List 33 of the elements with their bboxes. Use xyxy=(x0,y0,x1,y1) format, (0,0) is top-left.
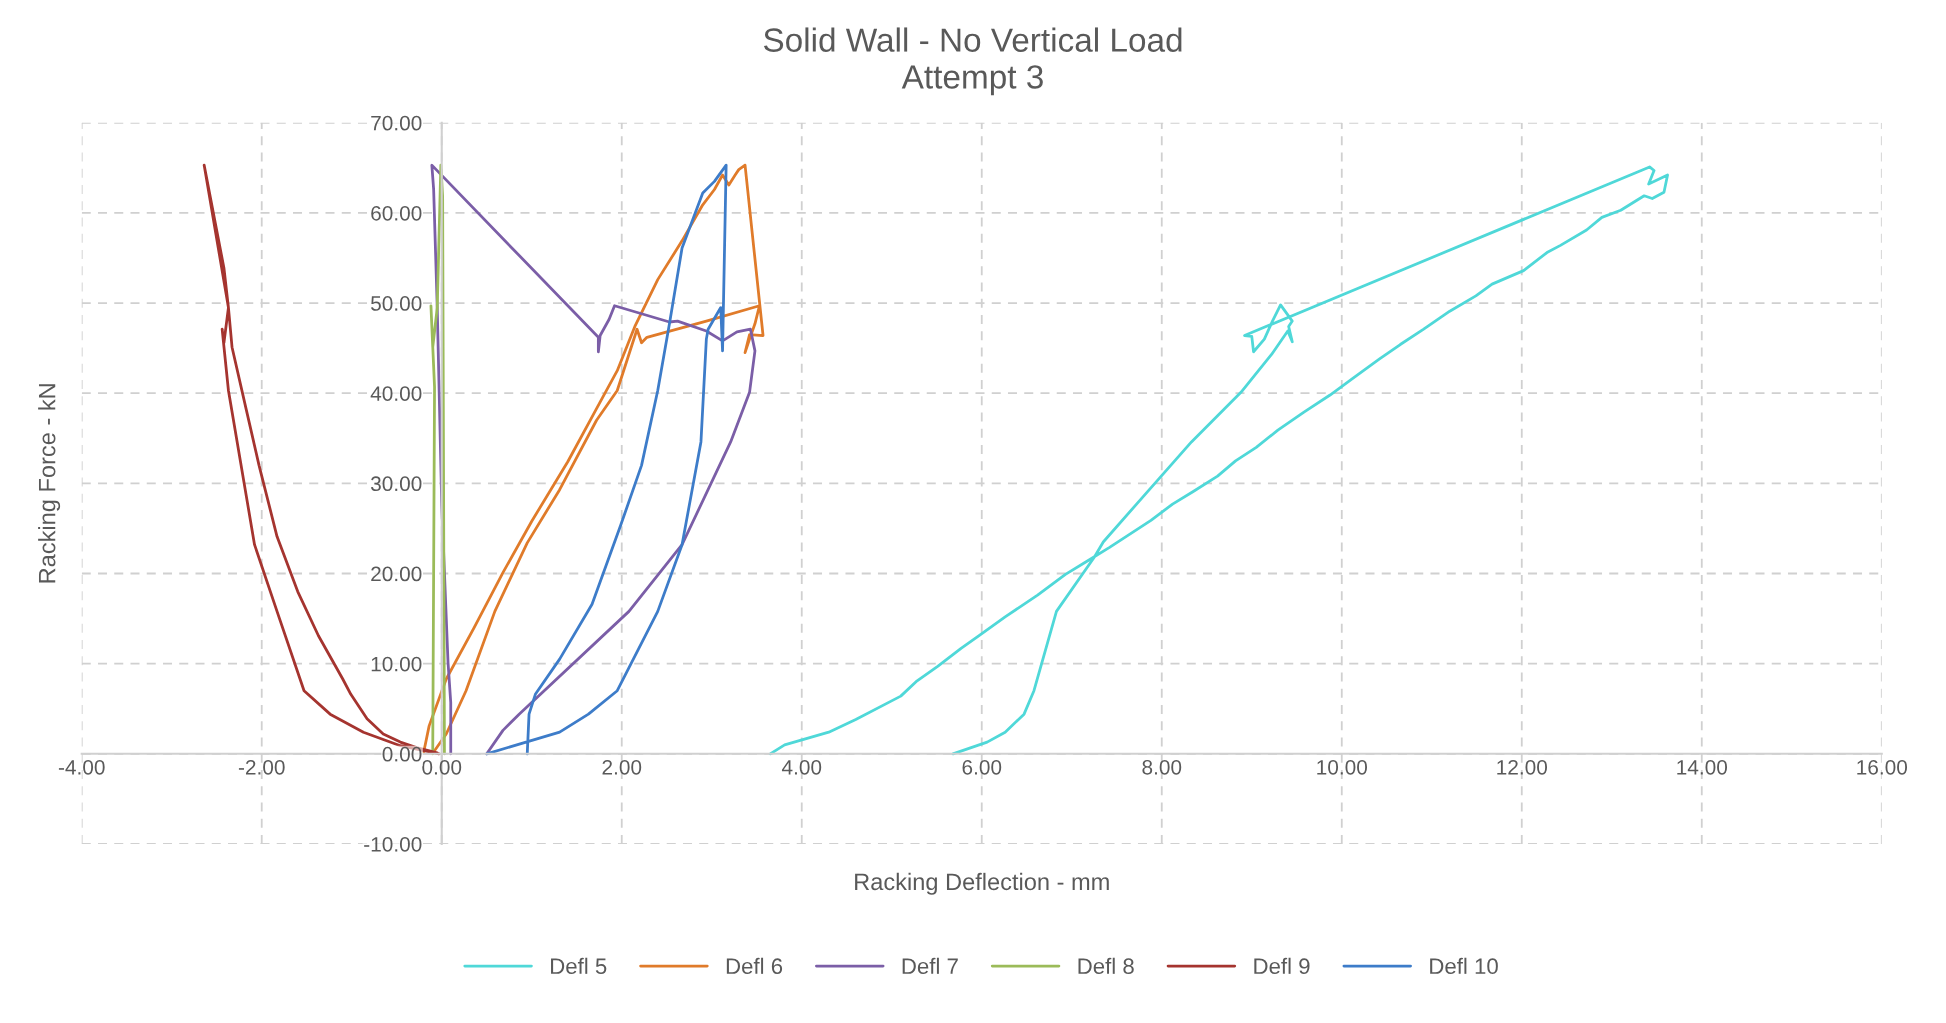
y-tick-label: 30.00 xyxy=(370,476,422,492)
y-tick-label: 0.00 xyxy=(382,746,422,762)
legend-label: Defl 9 xyxy=(1254,957,1310,975)
legend-label: Defl 7 xyxy=(902,957,958,975)
y-axis-title: Racking Force - kN xyxy=(38,384,61,583)
x-tick-label: 12.00 xyxy=(1497,759,1548,775)
y-tick-label: 60.00 xyxy=(371,205,422,221)
x-tick-label: -4.00 xyxy=(58,759,105,775)
x-tick-label: -2.00 xyxy=(238,759,285,775)
legend-label: Defl 10 xyxy=(1430,957,1498,975)
line-series xyxy=(429,163,446,756)
chart-title: Solid Wall - No Vertical Load xyxy=(763,27,1182,52)
x-tick-label: 0.00 xyxy=(422,759,462,775)
line-series xyxy=(768,165,1669,756)
x-tick-label: 16.00 xyxy=(1857,759,1908,775)
y-tick-label: -10.00 xyxy=(364,836,422,852)
y-tick-label: 10.00 xyxy=(371,656,422,672)
x-axis-title: Racking Deflection - mm xyxy=(855,872,1109,895)
x-tick-label: 10.00 xyxy=(1317,759,1368,775)
x-tick-label: 8.00 xyxy=(1142,759,1182,775)
y-tick-label: 40.00 xyxy=(370,386,422,401)
y-tick-label: 20.00 xyxy=(371,566,422,582)
x-tick-label: 6.00 xyxy=(962,759,1002,775)
x-tick-label: 14.00 xyxy=(1677,759,1728,775)
legend-label: Defl 6 xyxy=(726,957,783,975)
legend-label: Defl 5 xyxy=(551,957,607,975)
chart-subtitle: Attempt 3 xyxy=(901,65,1043,96)
legend-label: Defl 8 xyxy=(1078,957,1134,975)
line-series xyxy=(485,163,728,756)
y-tick-label: 50.00 xyxy=(371,296,422,311)
x-tick-label: 4.00 xyxy=(781,759,822,775)
y-tick-label: 70.00 xyxy=(371,115,422,131)
x-tick-label: 2.00 xyxy=(602,759,642,775)
